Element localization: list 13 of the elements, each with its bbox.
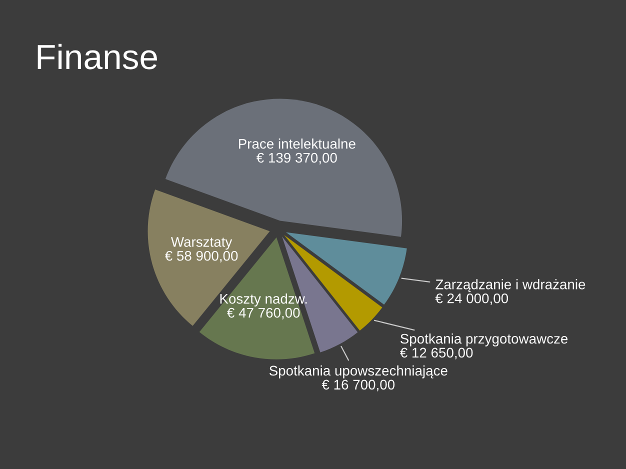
slice-label: Koszty nadzw. [220, 294, 307, 306]
slice-label: Prace intelektualne [238, 138, 356, 149]
slice-label: Spotkania przygotowawcze [400, 333, 568, 346]
data-label: € 139 370,00 [256, 152, 337, 164]
chart-title: Finanse [38, 44, 157, 70]
data-label: € 16 700,00 [322, 380, 395, 392]
data-label: € 24 000,00 [435, 293, 508, 305]
data-label: € 58 900,00 [164, 250, 238, 262]
slice-label: Spotkania upowszechniające [269, 365, 448, 378]
data-label: € 47 760,00 [227, 308, 300, 320]
slice-label: Zarządzanie i wdrażanie [436, 279, 586, 292]
data-label: € 12 650,00 [400, 348, 473, 360]
slice-label: Warsztaty [171, 237, 232, 250]
